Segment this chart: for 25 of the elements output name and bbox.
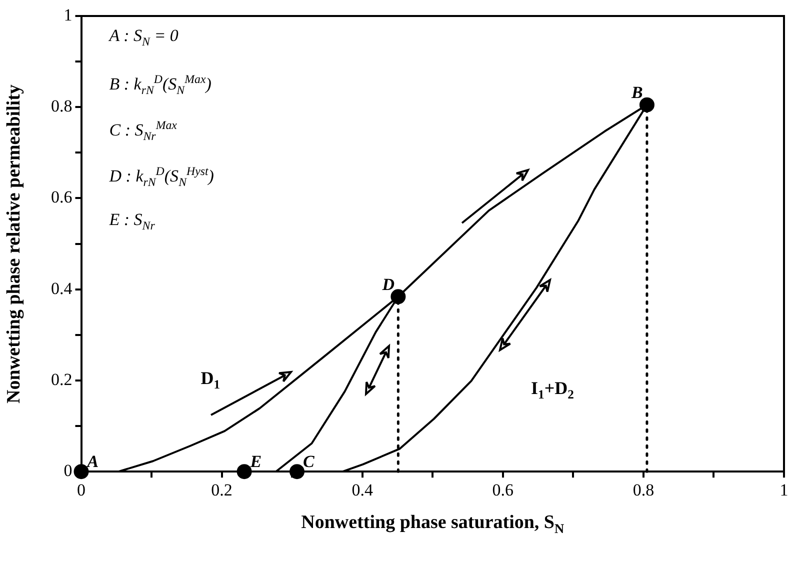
x-tick-label: 1 [780,480,788,500]
annotation: D [382,274,394,295]
y-axis-title: Nonwetting phase relative permeability [2,84,25,404]
y-tick-label: 1 [64,5,72,24]
x-tick-label: 0.4 [352,480,374,500]
y-tick-label: 0 [64,461,72,480]
annotation: C [302,452,314,472]
x-axis-title: Nonwetting phase saturation, S$_{N}$ [301,512,564,536]
x-tick-label: 0.8 [632,480,654,500]
y-tick-label: 0.8 [51,96,72,116]
y-tick-label: 0.6 [51,188,72,207]
x-tick-label: 0.6 [492,480,514,500]
x-tick-label: 0 [77,480,86,500]
series-label: D$_{1}$ [200,368,220,394]
annotation: E [250,452,262,472]
y-tick-label: 0.2 [51,370,72,389]
annotation: B [631,82,643,103]
y-tick-label: 0.4 [51,278,73,298]
annotation: A [87,452,99,472]
annotation: D : k$_{rN}$$^{D}$(S$_{N}$$^{Hyst}$) [109,164,214,190]
annotation: B : k$_{rN}$$^{D}$(S$_{N}$$^{Max}$) [109,72,212,98]
x-tick-label: 0.2 [211,480,232,500]
annotation: E : S$_{Nr}$ [109,210,155,234]
annotation: A : S$_{N}$ = 0 [109,26,178,50]
text: I$_{1}$+D$_{2}$ [531,378,574,402]
